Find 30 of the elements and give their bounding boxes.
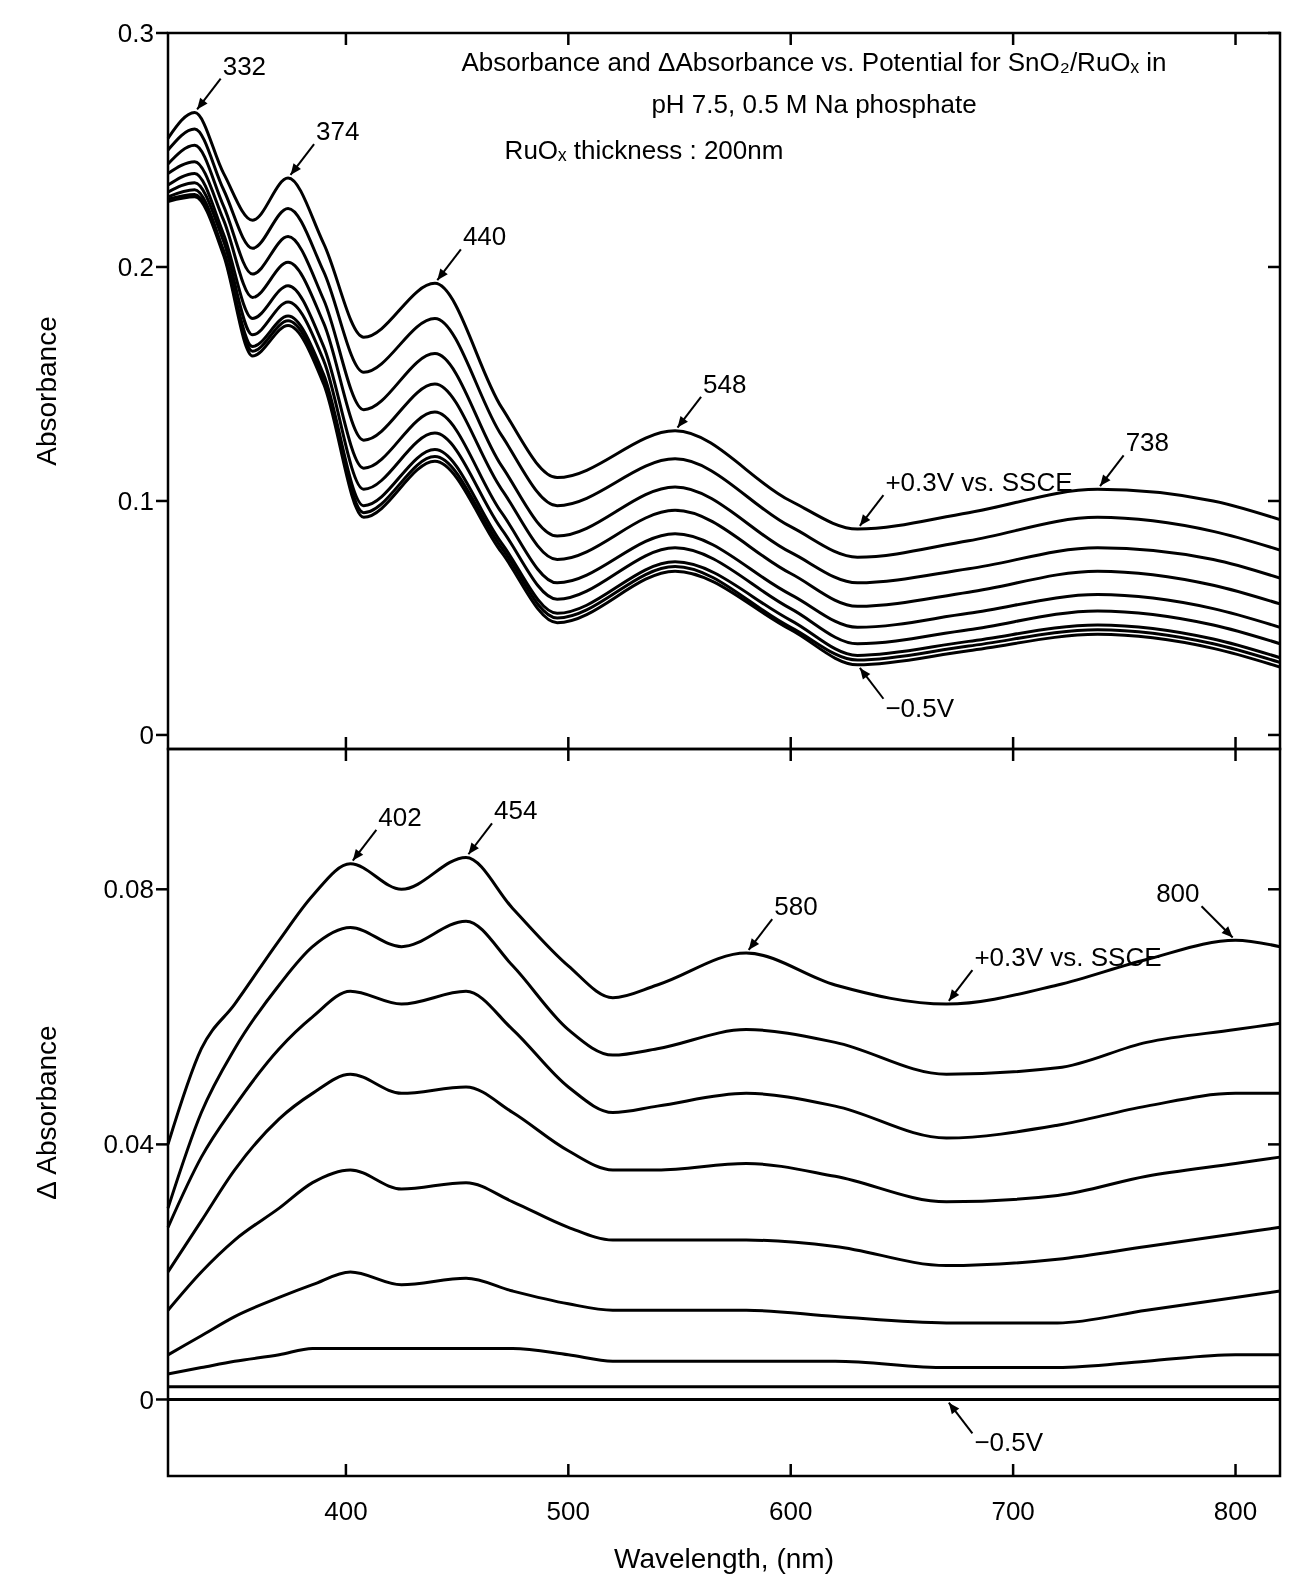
- y-axis-title: Absorbance: [31, 316, 62, 466]
- annotation: 548: [703, 368, 747, 399]
- annotation: 800: [1156, 878, 1200, 909]
- annotation: 454: [494, 795, 538, 826]
- y-tick-label: 0.1: [117, 486, 154, 517]
- annotation: 738: [1125, 427, 1170, 458]
- annotation: 332: [222, 50, 267, 81]
- y-tick-label: 0: [139, 1384, 154, 1415]
- y-tick-label: 0.2: [117, 252, 154, 283]
- y-axis-title: Δ Absorbance: [31, 1025, 62, 1200]
- annotation: −0.5V: [974, 1427, 1044, 1458]
- annotation: 440: [462, 221, 507, 252]
- x-tick-label: 800: [1213, 1496, 1258, 1526]
- y-tick-label: 0: [139, 720, 154, 751]
- annotation: 374: [316, 116, 360, 147]
- x-tick-label: 600: [769, 1496, 813, 1526]
- y-tick-label: 0.08: [103, 874, 154, 905]
- annotation: 580: [774, 891, 818, 922]
- y-tick-label: 0.04: [103, 1129, 154, 1160]
- annotation: 402: [378, 801, 422, 832]
- annotation: −0.5V: [885, 692, 955, 723]
- x-tick-label: 700: [991, 1496, 1035, 1526]
- annotation: RuOₓ thickness : 200nm: [504, 135, 784, 165]
- text: pH 7.5, 0.5 M Na phosphate: [651, 89, 977, 119]
- x-tick-label: 400: [324, 1496, 368, 1526]
- x-tick-label: 500: [546, 1496, 591, 1526]
- y-tick-label: 0.3: [117, 18, 154, 49]
- annotation: +0.3V vs. SSCE: [885, 467, 1073, 498]
- text: Absorbance and ΔAbsorbance vs. Potential for SnO₂/RuOₓ in: [461, 47, 1167, 77]
- x-axis-title: Wavelength, (nm): [614, 1543, 834, 1574]
